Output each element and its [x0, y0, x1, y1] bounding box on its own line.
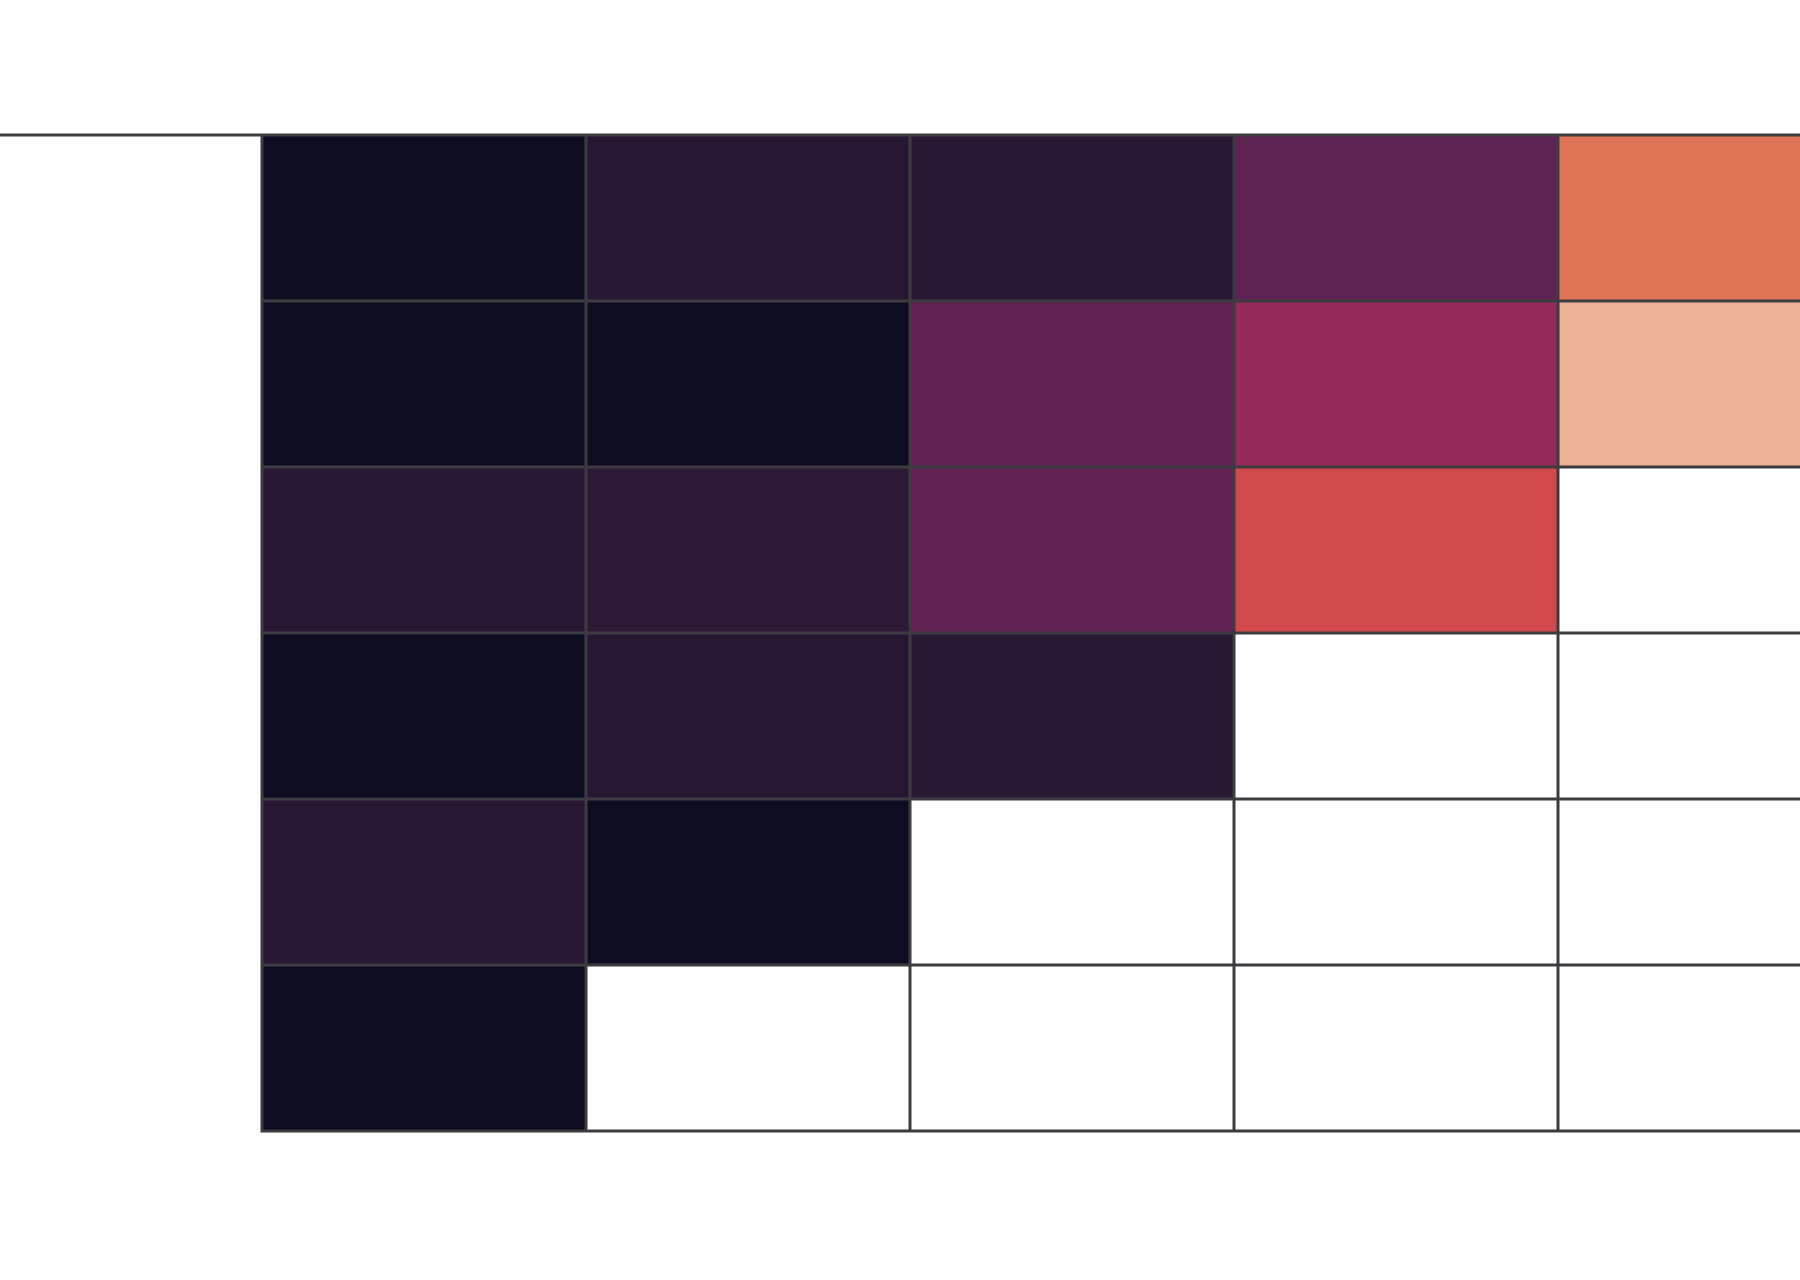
- heatmap-cell: [908, 299, 1236, 469]
- heatmap-cell: [260, 465, 588, 635]
- heatmap-cell: [1556, 133, 1800, 303]
- empty-cell: [908, 963, 1236, 1133]
- empty-cell: [584, 963, 912, 1133]
- empty-cell: [1556, 797, 1800, 967]
- heatmap-cell: [1232, 299, 1560, 469]
- empty-cell: [1232, 797, 1560, 967]
- empty-cell: [1556, 963, 1800, 1133]
- heatmap-cell: [260, 299, 588, 469]
- heatmap-cell: [260, 631, 588, 801]
- heatmap-cell: [584, 465, 912, 635]
- empty-cell: [1232, 963, 1560, 1133]
- heatmap-cell: [908, 465, 1236, 635]
- empty-cell: [1556, 465, 1800, 635]
- heatmap-cell: [260, 963, 588, 1133]
- heatmap-cell: [584, 631, 912, 801]
- empty-cell: [1556, 631, 1800, 801]
- heatmap-cell: [584, 299, 912, 469]
- heatmap-cell: [584, 133, 912, 303]
- heatmap-cell: [1232, 133, 1560, 303]
- heatmap-cell: [908, 133, 1236, 303]
- heatmap-cell: [1232, 465, 1560, 635]
- empty-cell: [908, 797, 1236, 967]
- heatmap-cell: [260, 797, 588, 967]
- heatmap-cell: [908, 631, 1236, 801]
- heatmap-cell: [260, 133, 588, 303]
- heatmap-cell: [584, 797, 912, 967]
- heatmap-cell: [1556, 299, 1800, 469]
- empty-cell: [1232, 631, 1560, 801]
